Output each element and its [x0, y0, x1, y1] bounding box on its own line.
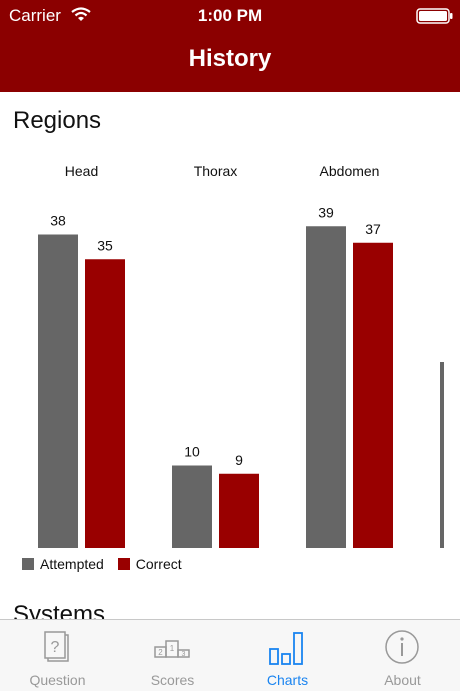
- question-card-icon: ?: [37, 629, 77, 669]
- wifi-icon: [71, 7, 91, 27]
- category-label: Head: [65, 163, 98, 179]
- bar-attempted: [38, 234, 78, 548]
- svg-text:2: 2: [158, 648, 163, 657]
- regions-heading: Regions: [13, 107, 102, 134]
- clock-label: 1:00 PM: [197, 6, 263, 25]
- legend-label-correct: Correct: [135, 556, 182, 572]
- legend-label-attempted: Attempted: [40, 556, 104, 572]
- bar-attempted: [306, 226, 346, 548]
- legend-attempted: Attempted: [22, 556, 104, 572]
- tab-label-scores: Scores: [150, 672, 195, 688]
- regions-bar-chart: Head 38 35 Thorax 10 9 Abdomen 39 37: [38, 163, 444, 548]
- category-label: Thorax: [194, 163, 238, 179]
- svg-text:?: ?: [51, 639, 60, 656]
- category-label: Abdomen: [320, 163, 380, 179]
- bar-correct: [353, 242, 393, 548]
- bar-correct: [219, 473, 259, 548]
- tab-about[interactable]: About: [345, 620, 460, 691]
- tab-question[interactable]: ? Question: [0, 620, 115, 691]
- tab-label-question: Question: [29, 672, 86, 688]
- bar-attempted-offscreen: [440, 362, 444, 548]
- svg-text:3: 3: [182, 651, 186, 658]
- battery-icon: [416, 8, 454, 29]
- tab-label-charts: Charts: [266, 672, 309, 688]
- bar-correct: [85, 259, 125, 548]
- tab-charts[interactable]: Charts: [230, 620, 345, 691]
- legend-swatch-attempted: [22, 558, 34, 570]
- bar-attempted: [172, 465, 212, 548]
- info-icon: [382, 629, 422, 669]
- bar-value-label: 10: [184, 444, 200, 460]
- bar-chart-icon: [267, 629, 307, 669]
- carrier-label: Carrier: [9, 6, 61, 25]
- status-bar: Carrier 1:00 PM: [0, 0, 460, 30]
- podium-icon: 1 2 3: [152, 629, 192, 669]
- bar-value-label: 37: [365, 221, 381, 237]
- legend-correct: Correct: [117, 556, 182, 572]
- chart-legend: Attempted Correct: [22, 556, 192, 572]
- tab-label-about: About: [384, 672, 421, 688]
- legend-swatch-correct: [117, 558, 130, 570]
- page-title: History: [188, 45, 272, 72]
- bar-value-label: 39: [318, 204, 334, 220]
- svg-text:1: 1: [170, 644, 175, 653]
- bar-value-label: 9: [235, 452, 243, 468]
- bar-value-label: 35: [97, 237, 113, 253]
- tab-bar: ? Question 1 2 3 Scores Charts: [0, 619, 460, 691]
- navigation-bar: History: [0, 30, 460, 92]
- bar-value-label: 38: [50, 213, 66, 229]
- tab-scores[interactable]: 1 2 3 Scores: [115, 620, 230, 691]
